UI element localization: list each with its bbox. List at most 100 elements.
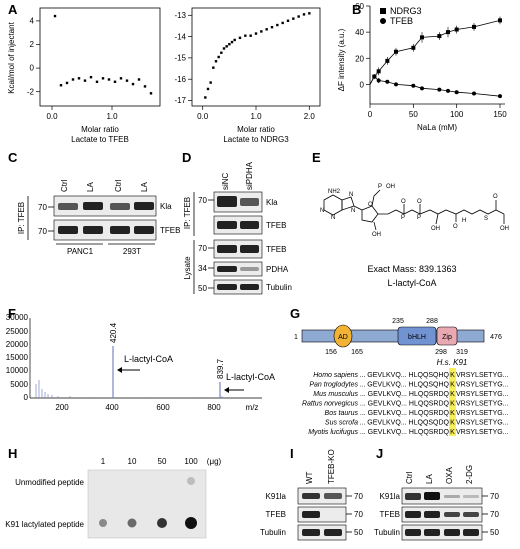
species-name: Homo sapiens [313, 372, 358, 379]
itc-point-ndrg3 [244, 34, 247, 37]
sequence-alignment: Homo sapiens... GEVLKVQ... HLQQSQHQ K VRSY… [302, 372, 509, 436]
panel-i-band-label: Tubulin [260, 528, 286, 537]
itc-point-ndrg3 [260, 30, 263, 33]
data-point-ndrg3 [437, 34, 442, 39]
dot-lactylated-10 [127, 518, 137, 528]
data-point-tfeb [411, 83, 416, 88]
blot-band [463, 529, 479, 536]
blot-band [240, 245, 259, 253]
blot-band [58, 203, 78, 210]
blot-band [424, 529, 440, 536]
itc-point-ndrg3 [265, 28, 268, 31]
panel-a-left-xtick-label: 1.0 [106, 112, 118, 121]
legend-ndrg3-label: NDRG3 [390, 6, 422, 16]
k91-highlight [449, 368, 456, 436]
blot-band [302, 493, 320, 499]
panel-a-right-ytick-label: -13 [174, 11, 186, 20]
itc-point-ndrg3 [292, 17, 295, 20]
sequence-right: VRSYLSETYG... [456, 382, 509, 389]
itc-point-ndrg3 [302, 13, 306, 16]
data-point-tfeb [420, 86, 424, 91]
peak-839-label: 839.7 [216, 358, 225, 379]
dot-lactylated-50 [157, 518, 167, 528]
itc-point-ndrg3 [276, 23, 279, 27]
panel-d-band-label: Kla [266, 198, 278, 207]
panel-c-cell-label: 293T [123, 247, 141, 256]
panel-c-band-label: Kla [160, 202, 172, 211]
itc-point-ndrg3 [238, 36, 242, 40]
panel-a-right-xlabel-2: Lactate to NDRG3 [223, 135, 289, 144]
itc-point-ndrg3 [249, 34, 252, 37]
panel-f-ytick-label: 30000 [6, 313, 29, 322]
blot-band [240, 198, 259, 206]
domain-ad-label: AD [338, 334, 348, 341]
panel-a-right-frame [191, 7, 321, 107]
fit-line-ndrg3 [369, 20, 501, 85]
data-point-tfeb [454, 90, 459, 95]
sequence-left: ... GEVLKVQ... HLQQSRDQ [360, 410, 450, 417]
panel-d-band-label: TFEB [266, 221, 286, 230]
panel-j-mw-label: 50 [490, 528, 499, 537]
itc-point-ndrg3 [217, 55, 220, 59]
itc-point-tfeb [137, 78, 141, 81]
panel-letter-i: I [290, 446, 294, 461]
data-point-ndrg3 [376, 69, 381, 74]
panel-letter-j: J [376, 446, 383, 461]
species-name: Bos taurus [325, 410, 359, 417]
panel-a-left-ytick-label: 4 [30, 17, 35, 26]
itc-point-ndrg3 [286, 19, 290, 22]
dot-row-label: Unmodified peptide [15, 478, 84, 487]
itc-point-tfeb [149, 92, 153, 95]
panel-i-band-label: TFEB [266, 510, 286, 519]
panel-b-ytick-label: 20 [355, 54, 364, 63]
position-label: 165 [351, 349, 363, 356]
sequence-left: ... GEVLKVQ... HLQQSQHQ [360, 382, 450, 389]
position-label: 288 [426, 318, 438, 325]
panel-letter-d: D [182, 150, 191, 165]
itc-point-ndrg3 [228, 43, 231, 46]
panel-b-xtick-label: 100 [450, 110, 464, 119]
blot-band [324, 493, 342, 499]
panel-a-right-xtick-label: 1.0 [250, 112, 262, 121]
blot-band [405, 493, 421, 500]
panel-f-ytick-label: 25000 [6, 327, 29, 336]
panel-j-mw-label: 70 [490, 510, 499, 519]
annotation-839: L-lactyl-CoA [226, 372, 275, 382]
blot-band [240, 221, 259, 229]
sequence-left: ... GEVLKVQ... HLQQSRDQ [360, 401, 450, 408]
panel-d-lane-label: siNC [221, 172, 230, 190]
panel-c-ip-label: IP: TFEB [17, 202, 26, 234]
species-name: Mus musculus [313, 391, 358, 398]
itc-point-tfeb [143, 85, 147, 88]
itc-point-tfeb [107, 78, 111, 81]
panel-d-blot [213, 239, 263, 259]
panel-a-left-frame [39, 7, 161, 107]
atom-label: O [368, 202, 373, 208]
blot-band [444, 512, 460, 517]
panel-f-xtick-label: 800 [207, 403, 221, 412]
lactyl-coa-structure [323, 189, 505, 231]
itc-point-tfeb [89, 75, 93, 79]
panel-a-ylabel: Kcal/mol of injectant [7, 21, 16, 93]
itc-point-ndrg3 [212, 66, 215, 69]
panel-i-blot [297, 506, 347, 523]
atom-label: N [349, 192, 353, 198]
sequence-k91: K [450, 382, 455, 389]
blot-band [444, 529, 460, 536]
itc-point-ndrg3 [222, 47, 226, 50]
panel-b-xtick-label: 50 [409, 110, 418, 119]
itc-point-ndrg3 [233, 38, 236, 42]
blot-band [302, 529, 320, 536]
blot-band [324, 529, 342, 536]
panel-c-mw-label: 70 [38, 227, 47, 236]
dot-lactylated-1 [99, 519, 107, 527]
panel-j-band-label: Tubulin [374, 528, 400, 537]
blot-band [134, 226, 154, 234]
position-label: 156 [325, 349, 337, 356]
amount-label: 100 [184, 457, 198, 466]
data-point-ndrg3 [394, 49, 398, 54]
domain-ad [333, 324, 353, 348]
data-point-ndrg3 [454, 27, 459, 32]
itc-point-tfeb [77, 77, 81, 80]
panel-i-lane-label: TFEB-KO [327, 449, 336, 484]
